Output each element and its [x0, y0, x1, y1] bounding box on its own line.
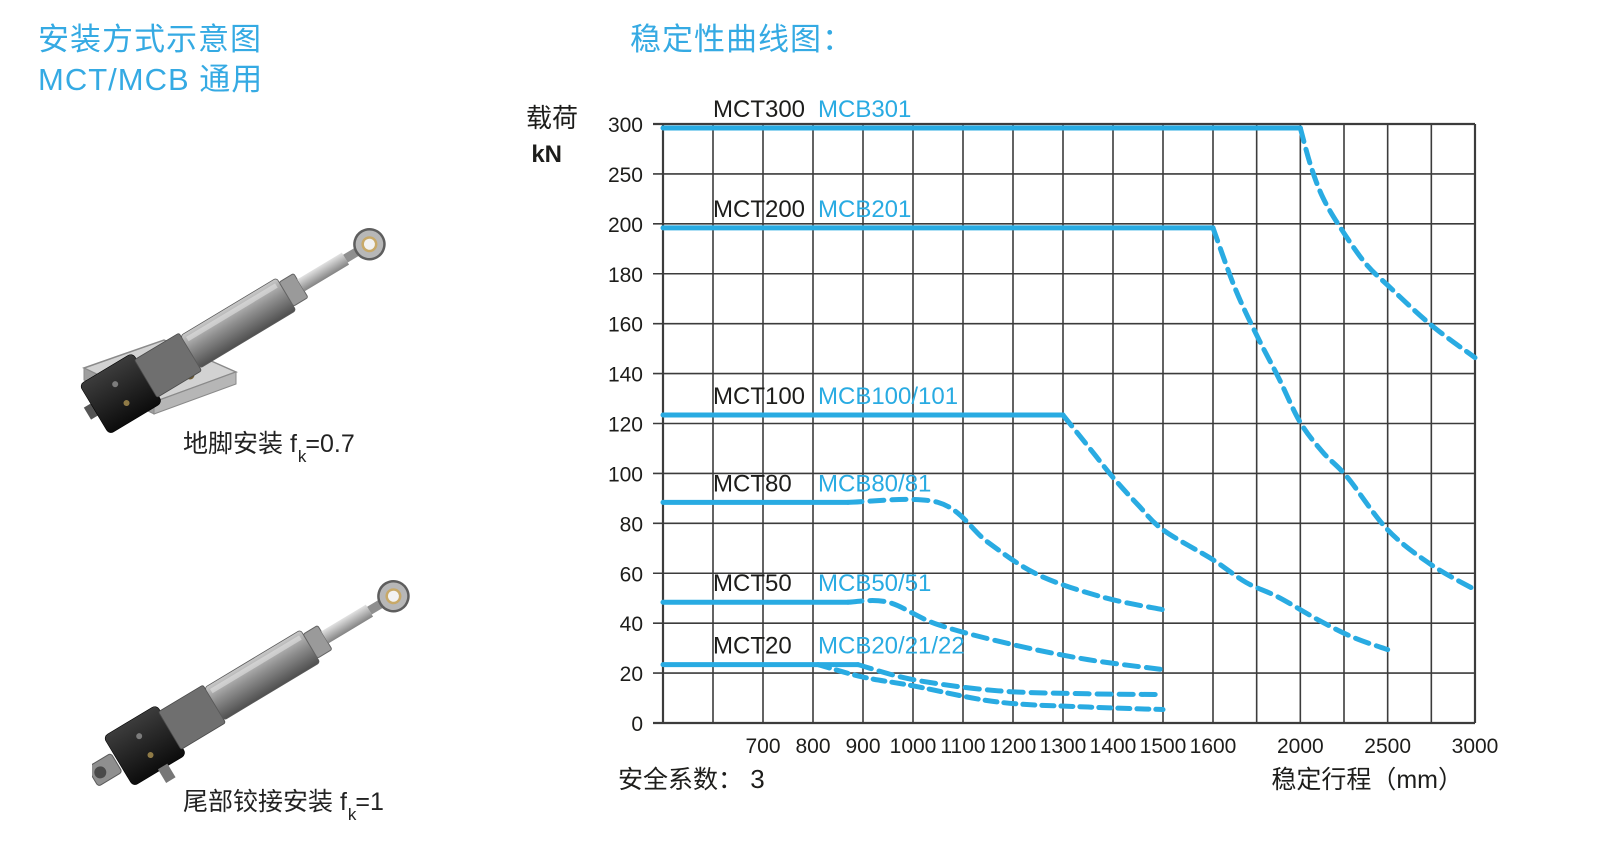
- caption-subscript: k: [297, 447, 307, 466]
- series-label-mct: MCT80: [713, 470, 792, 497]
- y-tick-label: 180: [608, 264, 643, 287]
- series-curve: [1210, 225, 1478, 593]
- series-curve-variant: [815, 662, 1166, 713]
- y-tick-label: 120: [608, 414, 643, 437]
- caption-subscript: k: [347, 805, 357, 824]
- x-tick-label: 1300: [1040, 735, 1087, 758]
- axis-ticks: 0 20 40 60 80 100 120 140 160 180 200 250 300 700 800 9…: [608, 114, 1498, 758]
- series-curve: [1060, 412, 1391, 653]
- y-tick-label: 20: [620, 663, 643, 686]
- x-tick-label: 2000: [1277, 735, 1324, 758]
- x-tick-label: 1400: [1090, 735, 1137, 758]
- chart-grid: [653, 122, 1477, 725]
- series-label-mcb: MCB301: [818, 96, 911, 123]
- y-tick-label: 250: [608, 164, 643, 187]
- x-tick-label: 800: [795, 735, 830, 758]
- series-curve: [845, 598, 1166, 673]
- series-curve: [855, 662, 1166, 698]
- y-tick-label: 200: [608, 214, 643, 237]
- series-label-mct: MCT300: [713, 96, 805, 123]
- clevis-mount-caption: 尾部铰接安装 fk=1: [183, 782, 384, 824]
- y-axis-unit: kN: [531, 141, 562, 168]
- x-tick-label: 1200: [990, 735, 1037, 758]
- foot-mount-caption: 地脚安装 fk=0.7: [183, 424, 355, 466]
- actuator-body: [92, 579, 410, 786]
- series-label-mcb: MCB80/81: [818, 470, 931, 497]
- series-label-mct: MCT200: [713, 196, 805, 223]
- series-labels: MCT300 MCB301 MCT200 MCB201 MCT100 MCB100/101…: [713, 96, 965, 660]
- caption-text: 尾部铰接安装 f: [183, 788, 347, 816]
- x-tick-label: 700: [745, 735, 780, 758]
- chart-series: [660, 125, 1478, 713]
- x-tick-label: 1000: [890, 735, 937, 758]
- x-tick-label: 900: [845, 735, 880, 758]
- series-label-mct: MCT20: [713, 633, 792, 660]
- series-label-mcb: MCB20/21/22: [818, 633, 965, 660]
- actuator-body: [80, 227, 386, 433]
- series-curve: [845, 496, 1166, 613]
- caption-text: 地脚安装 f: [183, 430, 297, 458]
- series-label-mcb: MCB201: [818, 196, 911, 223]
- x-tick-label: 1100: [940, 735, 985, 758]
- y-tick-label: 160: [608, 314, 643, 337]
- caption-value: =0.7: [305, 430, 355, 458]
- series-label-mct: MCT50: [713, 570, 792, 597]
- axis-titles: 载荷 kN 安全系数： 3 稳定行程（mm）: [526, 103, 1463, 794]
- x-tick-label: 2500: [1364, 735, 1411, 758]
- x-axis-title: 稳定行程（mm）: [1271, 766, 1463, 794]
- y-tick-label: 0: [631, 713, 643, 736]
- y-tick-label: 40: [620, 613, 643, 636]
- series-curve: [1297, 125, 1478, 361]
- mounting-section-title: 安装方式示意图 MCT/MCB 通用: [38, 22, 264, 97]
- y-tick-label: 80: [620, 513, 643, 536]
- caption-value: =1: [355, 788, 384, 816]
- actuator-clevis-mount-illustration: [92, 579, 410, 786]
- y-tick-label: 100: [608, 463, 643, 486]
- safety-factor-label: 安全系数： 3: [618, 764, 765, 794]
- y-tick-label: 300: [608, 114, 643, 137]
- actuator-foot-mount-illustration: [80, 227, 386, 433]
- series-label-mct: MCT100: [713, 383, 805, 410]
- y-tick-label: 60: [620, 563, 643, 586]
- x-tick-label: 1600: [1190, 735, 1237, 758]
- series-label-mcb: MCB100/101: [818, 383, 958, 410]
- y-tick-label: 140: [608, 364, 643, 387]
- stability-chart-title: 稳定性曲线图：: [630, 22, 854, 57]
- y-axis-title: 载荷: [526, 103, 578, 133]
- safety-factor-value: 3: [743, 764, 765, 794]
- x-tick-label: 1500: [1140, 735, 1187, 758]
- series-label-mcb: MCB50/51: [818, 570, 931, 597]
- x-tick-label: 3000: [1452, 735, 1499, 758]
